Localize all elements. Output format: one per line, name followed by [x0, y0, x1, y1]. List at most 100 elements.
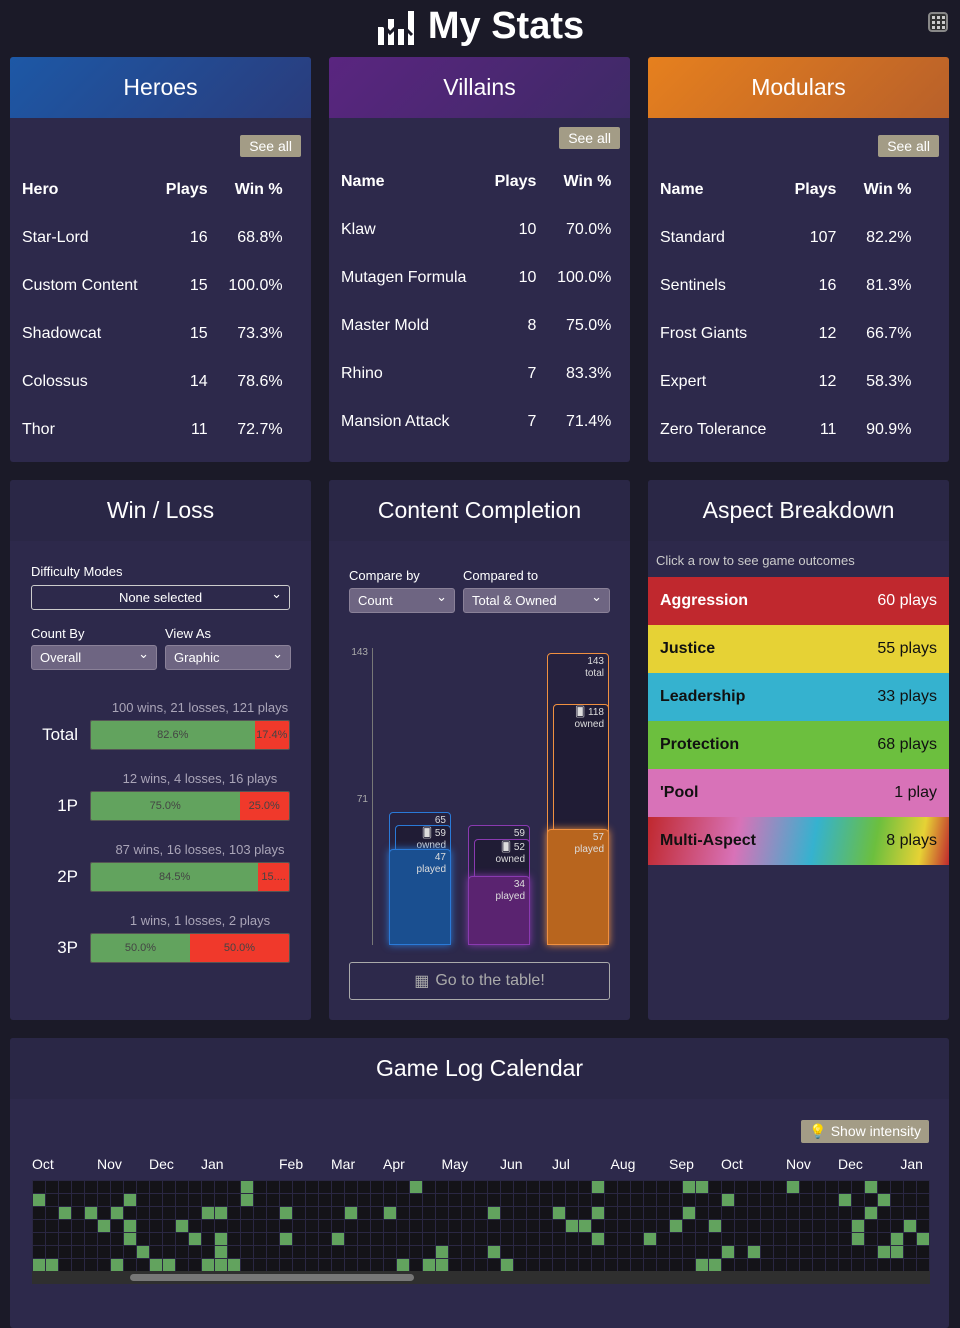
calendar-day[interactable] [696, 1246, 708, 1258]
calendar-day[interactable] [891, 1259, 903, 1271]
calendar-day[interactable] [553, 1233, 565, 1245]
calendar-day[interactable] [280, 1181, 292, 1193]
calendar-day[interactable] [436, 1246, 448, 1258]
table-row[interactable]: Mutagen Formula 10 100.0% [341, 254, 611, 302]
calendar-day[interactable] [176, 1194, 188, 1206]
calendar-day[interactable] [566, 1259, 578, 1271]
calendar-day[interactable] [280, 1220, 292, 1232]
calendar-day[interactable] [774, 1233, 786, 1245]
calendar-day[interactable] [670, 1259, 682, 1271]
calendar-day[interactable] [878, 1233, 890, 1245]
calendar-day[interactable] [488, 1233, 500, 1245]
calendar-day[interactable] [813, 1181, 825, 1193]
calendar-day[interactable] [748, 1233, 760, 1245]
calendar-day[interactable] [852, 1181, 864, 1193]
calendar-day[interactable] [852, 1194, 864, 1206]
calendar-day[interactable] [774, 1194, 786, 1206]
calendar-day[interactable] [501, 1207, 513, 1219]
table-row[interactable]: Standard 107 82.2% [660, 214, 911, 262]
calendar-day[interactable] [98, 1233, 110, 1245]
calendar-day[interactable] [72, 1207, 84, 1219]
calendar-day[interactable] [709, 1207, 721, 1219]
calendar-day[interactable] [98, 1207, 110, 1219]
table-row[interactable]: Sentinels 16 81.3% [660, 262, 911, 310]
calendar-day[interactable] [137, 1259, 149, 1271]
calendar-day[interactable] [46, 1181, 58, 1193]
aspect-row[interactable]: Multi-Aspect 8 plays [648, 817, 949, 865]
calendar-day[interactable] [267, 1207, 279, 1219]
calendar-day[interactable] [137, 1181, 149, 1193]
calendar-day[interactable] [813, 1259, 825, 1271]
calendar-day[interactable] [579, 1246, 591, 1258]
calendar-day[interactable] [449, 1233, 461, 1245]
calendar-day[interactable] [566, 1181, 578, 1193]
calendar-day[interactable] [800, 1259, 812, 1271]
calendar-day[interactable] [137, 1220, 149, 1232]
calendar-day[interactable] [46, 1233, 58, 1245]
calendar-day[interactable] [592, 1233, 604, 1245]
calendar-day[interactable] [917, 1233, 929, 1245]
calendar-day[interactable] [904, 1259, 916, 1271]
calendar-day[interactable] [163, 1207, 175, 1219]
calendar-day[interactable] [839, 1220, 851, 1232]
calendar-day[interactable] [423, 1259, 435, 1271]
calendar-day[interactable] [384, 1233, 396, 1245]
calendar-day[interactable] [774, 1220, 786, 1232]
calendar-day[interactable] [475, 1220, 487, 1232]
calendar-day[interactable] [761, 1181, 773, 1193]
calendar-day[interactable] [722, 1220, 734, 1232]
calendar-day[interactable] [345, 1233, 357, 1245]
calendar-day[interactable] [592, 1220, 604, 1232]
calendar-day[interactable] [553, 1246, 565, 1258]
calendar-day[interactable] [176, 1207, 188, 1219]
calendar-day[interactable] [527, 1220, 539, 1232]
calendar-day[interactable] [748, 1246, 760, 1258]
calendar-day[interactable] [774, 1207, 786, 1219]
calendar-day[interactable] [124, 1181, 136, 1193]
played-bar[interactable]: 47 played [389, 849, 451, 945]
calendar-day[interactable] [449, 1259, 461, 1271]
calendar-day[interactable] [202, 1220, 214, 1232]
calendar-day[interactable] [371, 1233, 383, 1245]
calendar-day[interactable] [839, 1259, 851, 1271]
calendar-day[interactable] [72, 1220, 84, 1232]
calendar-day[interactable] [618, 1181, 630, 1193]
calendar-day[interactable] [410, 1220, 422, 1232]
calendar-day[interactable] [267, 1259, 279, 1271]
calendar-day[interactable] [254, 1246, 266, 1258]
table-row[interactable]: Thor 11 72.7% [22, 406, 283, 454]
calendar-day[interactable] [696, 1194, 708, 1206]
calendar-day[interactable] [449, 1194, 461, 1206]
calendar-day[interactable] [735, 1233, 747, 1245]
table-row[interactable]: Frost Giants 12 66.7% [660, 310, 911, 358]
calendar-day[interactable] [215, 1233, 227, 1245]
calendar-day[interactable] [267, 1233, 279, 1245]
calendar-day[interactable] [306, 1181, 318, 1193]
calendar-day[interactable] [163, 1181, 175, 1193]
calendar-day[interactable] [280, 1259, 292, 1271]
calendar-day[interactable] [748, 1207, 760, 1219]
calendar-day[interactable] [59, 1246, 71, 1258]
calendar-day[interactable] [384, 1181, 396, 1193]
calendar-day[interactable] [839, 1246, 851, 1258]
calendar-day[interactable] [241, 1259, 253, 1271]
calendar-day[interactable] [85, 1207, 97, 1219]
calendar-day[interactable] [826, 1181, 838, 1193]
calendar-day[interactable] [59, 1181, 71, 1193]
calendar-day[interactable] [215, 1207, 227, 1219]
calendar-day[interactable] [371, 1207, 383, 1219]
aspect-row[interactable]: Leadership 33 plays [648, 673, 949, 721]
calendar-day[interactable] [917, 1259, 929, 1271]
calendar-day[interactable] [579, 1233, 591, 1245]
calendar-day[interactable] [358, 1259, 370, 1271]
calendar-day[interactable] [865, 1194, 877, 1206]
calendar-day[interactable] [904, 1194, 916, 1206]
calendar-day[interactable] [124, 1194, 136, 1206]
calendar-day[interactable] [488, 1181, 500, 1193]
calendar-day[interactable] [111, 1233, 123, 1245]
calendar-day[interactable] [397, 1220, 409, 1232]
calendar-day[interactable] [345, 1259, 357, 1271]
calendar-day[interactable] [514, 1259, 526, 1271]
calendar-day[interactable] [605, 1220, 617, 1232]
calendar-day[interactable] [449, 1207, 461, 1219]
